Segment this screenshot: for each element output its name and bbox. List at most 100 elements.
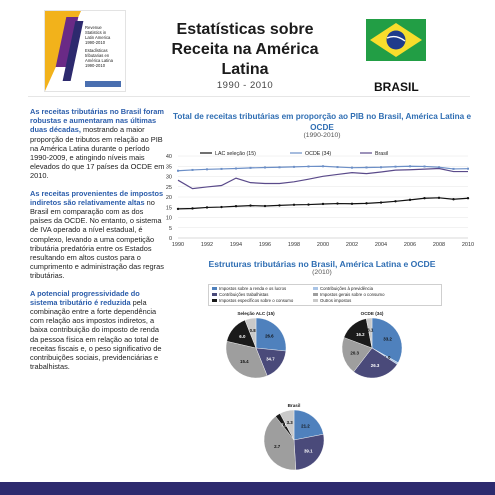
data-point — [321, 202, 325, 206]
data-point — [423, 165, 426, 168]
data-point — [365, 166, 368, 169]
legend-label: OCDE (34) — [305, 151, 331, 157]
data-point — [249, 204, 252, 207]
pie-name-label: OCDE (34) — [361, 311, 384, 316]
y-tick-label: 15 — [166, 205, 172, 211]
pie-slice — [225, 341, 268, 379]
legend-label: Brasil — [375, 151, 388, 157]
pie-legend-item: Outros impostos — [313, 298, 351, 303]
data-point — [322, 165, 324, 168]
pie-value-label: 6.0 — [239, 334, 246, 339]
pie-value-label: 16.2 — [356, 332, 365, 337]
data-point — [409, 165, 411, 168]
data-point — [467, 167, 469, 170]
pie-value-label: 26.3 — [371, 363, 380, 368]
x-tick-label: 1992 — [201, 242, 213, 248]
x-tick-label: 2008 — [433, 242, 445, 248]
brazil-flag-icon — [366, 19, 426, 61]
data-point — [452, 167, 455, 170]
legend-swatch — [313, 287, 318, 290]
pie-slice — [371, 317, 403, 363]
pie-legend-item: Impostos gerais sobre o consumo — [313, 292, 385, 297]
data-point — [394, 165, 397, 168]
data-point — [293, 165, 295, 168]
data-point — [176, 207, 180, 211]
data-point — [292, 203, 296, 206]
legend-label: Outros impostos — [320, 298, 352, 303]
pie-value-label: 2.7 — [274, 444, 281, 449]
data-point — [263, 204, 267, 208]
legend-label: Impostos gerais sobre o consumo — [320, 292, 385, 297]
data-point — [220, 205, 223, 209]
legend-swatch — [212, 299, 217, 302]
pie-slice — [244, 317, 257, 349]
report-cover-image: Revenue Statistics in Latin America 1990… — [44, 10, 126, 92]
data-point — [438, 166, 440, 169]
y-tick-label: 40 — [166, 154, 172, 160]
x-tick-label: 2010 — [462, 242, 474, 248]
pie-slice — [255, 317, 287, 352]
series-line — [177, 167, 468, 190]
page-title: Estatísticas sobre Receita na América La… — [171, 21, 319, 78]
pie-slice — [353, 347, 398, 379]
data-point — [350, 202, 354, 205]
legend-swatch — [313, 299, 318, 302]
data-point — [264, 166, 266, 169]
pie-value-label: 33.2 — [383, 336, 392, 341]
pie-legend-item: Impostos sobre a renda e os lucros — [212, 286, 286, 291]
pie-value-label: 26.6 — [265, 333, 274, 338]
y-tick-label: 0 — [169, 236, 172, 242]
legend-swatch — [212, 287, 217, 290]
pie-value-label: 3.1 — [367, 328, 374, 333]
pie-charts: 26.6 34.7 15.4 6.0 0.8 Seleção ALC (15) 33.2 1.… — [225, 311, 403, 471]
pie-legend-item: Impostos específicos sobre o consumo — [212, 298, 293, 303]
y-tick-label: 5 — [169, 226, 172, 232]
header-divider — [28, 96, 470, 97]
data-point — [394, 200, 397, 203]
line-chart-title: Total de receitas tributárias em proporç… — [172, 112, 472, 132]
pie-value-label: 21.2 — [301, 424, 310, 429]
pie-value-label: 1.0 — [384, 355, 391, 360]
data-point — [191, 207, 194, 210]
data-point — [336, 202, 339, 205]
x-tick-label: 2004 — [375, 242, 387, 248]
pie-value-label: 20.3 — [350, 350, 359, 355]
legend-label: Impostos sobre a renda e os lucros — [219, 286, 287, 291]
pie-slice — [293, 434, 325, 471]
data-point — [307, 165, 310, 168]
data-point — [466, 197, 470, 200]
data-point — [220, 167, 223, 170]
legend-label: Contribuições trabalhistas — [219, 292, 269, 297]
pie-slice — [293, 409, 324, 441]
x-tick-label: 2006 — [404, 242, 416, 248]
data-point — [206, 168, 208, 171]
data-point — [191, 168, 194, 171]
data-point — [249, 166, 252, 169]
pie-slice — [365, 317, 373, 349]
pie-chart-subtitle: (2010) — [312, 269, 332, 276]
pie-slice — [279, 409, 295, 441]
data-point — [278, 166, 281, 169]
data-point — [380, 166, 382, 169]
pie-chart-title: Estruturas tributárias no Brasil, Améric… — [208, 259, 436, 269]
pie-value-label: 15.4 — [240, 359, 249, 364]
pie-legend-item: Contribuições trabalhistas — [212, 292, 268, 297]
period-label: 1990 - 2010 — [216, 80, 274, 91]
pie-value-label: 0.8 — [250, 328, 257, 333]
pie-value-label: 34.7 — [266, 356, 275, 361]
line-chart-subtitle: (1990-2010) — [303, 132, 341, 139]
x-tick-label: 1996 — [259, 242, 271, 248]
pie-value-label: 7.5 — [281, 422, 288, 427]
data-point — [452, 198, 455, 201]
pie-legend: Impostos sobre a renda e os lucros Contri… — [208, 284, 442, 306]
x-tick-label: 1990 — [172, 242, 184, 248]
legend-label: Impostos específicos sobre o consumo — [219, 298, 294, 303]
data-point — [365, 202, 368, 205]
pie-name-label: Seleção ALC (15) — [237, 311, 275, 316]
legend-label: LAC seleção (15) — [215, 151, 256, 157]
y-tick-label: 10 — [166, 216, 172, 222]
x-tick-label: 2002 — [346, 242, 358, 248]
summary-paragraph-2: As receitas provenientes de impostos ind… — [30, 188, 164, 281]
data-point — [235, 167, 237, 170]
pie-slice — [341, 337, 373, 373]
